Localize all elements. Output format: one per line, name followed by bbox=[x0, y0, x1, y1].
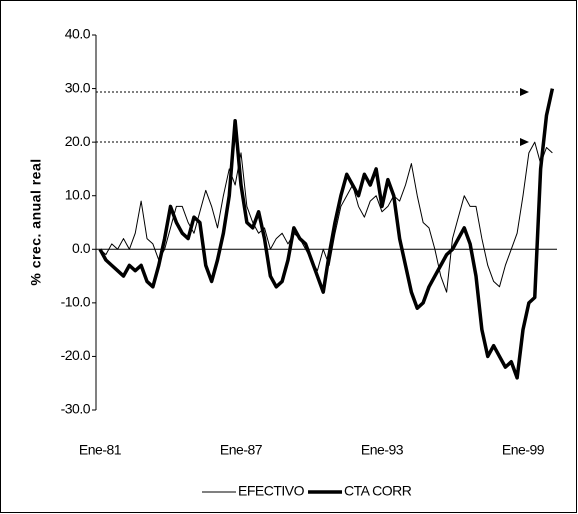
legend-label: EFECTIVO bbox=[238, 483, 305, 499]
y-tick-label: 0.0 bbox=[72, 240, 91, 256]
y-tick-label: -10.0 bbox=[61, 294, 91, 310]
y-tick-label: 40.0 bbox=[65, 26, 91, 42]
series-line bbox=[98, 88, 555, 380]
y-tick-label: 30.0 bbox=[65, 79, 91, 95]
y-tick-label: 10.0 bbox=[65, 186, 91, 202]
series-line bbox=[99, 141, 553, 293]
y-axis-label: % crec. anual real bbox=[28, 158, 44, 285]
y-tick-label: 20.0 bbox=[65, 133, 91, 149]
x-tick-label: Ene-81 bbox=[79, 442, 122, 458]
x-tick-label: Ene-99 bbox=[502, 442, 545, 458]
x-tick-label: Ene-87 bbox=[220, 442, 263, 458]
legend-label: CTA CORR bbox=[344, 483, 412, 499]
y-tick-label: -30.0 bbox=[61, 401, 91, 417]
x-tick-label: Ene-93 bbox=[361, 442, 404, 458]
y-tick-label: -20.0 bbox=[61, 347, 91, 363]
